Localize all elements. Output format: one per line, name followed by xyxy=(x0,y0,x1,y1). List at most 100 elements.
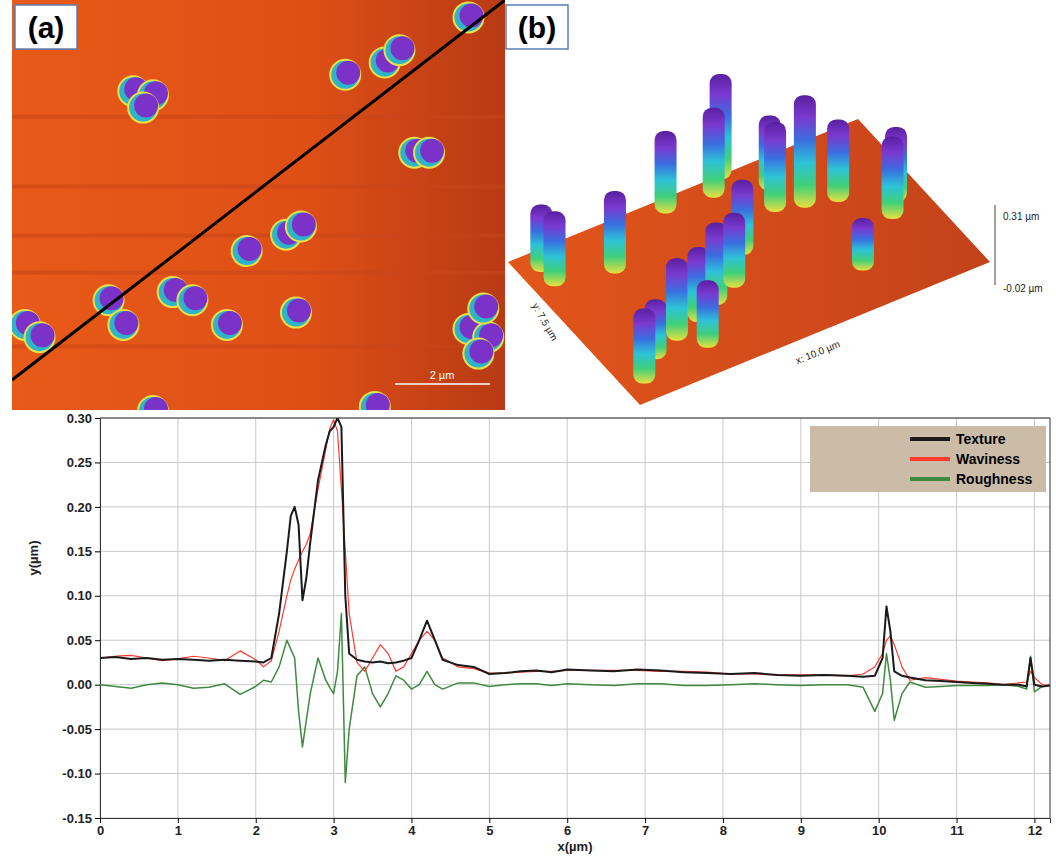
surface xyxy=(508,119,990,405)
y-tick-mark xyxy=(95,462,100,463)
y-tick-mark xyxy=(95,640,100,641)
x-tick: 5 xyxy=(486,818,493,838)
particle-rim xyxy=(360,392,390,410)
y-tick: 0.00 xyxy=(67,677,100,692)
pillar xyxy=(697,280,719,348)
pillar xyxy=(544,211,566,286)
x-axis: 0123456789101112 xyxy=(97,818,1051,838)
x-tick: 2 xyxy=(253,818,260,838)
particle-rim xyxy=(384,35,414,65)
x-tick: 8 xyxy=(720,818,727,838)
legend-swatch xyxy=(910,437,950,441)
z-min: -0.02 µm xyxy=(1003,283,1043,294)
series-line xyxy=(100,614,1050,783)
legend: TextureWavinessRoughness xyxy=(810,426,1046,492)
x-extent: x: 10.0 µm xyxy=(794,338,842,366)
scan-streak xyxy=(12,115,505,119)
x-tick: 7 xyxy=(642,818,649,838)
grid-line-y xyxy=(100,418,1050,419)
particle-rim xyxy=(468,294,498,324)
particle xyxy=(292,213,316,237)
y-tick-mark xyxy=(95,729,100,730)
x-tick: 0 xyxy=(97,818,104,838)
y-extent: y: 7.5 µm xyxy=(530,301,560,342)
y-tick-mark xyxy=(95,774,100,775)
grid-line-y xyxy=(100,729,1050,730)
panel-a: 2 µm xyxy=(10,0,505,426)
y-tick: 0.05 xyxy=(67,633,100,648)
pillar xyxy=(633,309,655,384)
particle xyxy=(390,36,414,60)
scan-streak xyxy=(12,344,505,348)
particle-rim xyxy=(128,93,158,123)
x-tick-label: 5 xyxy=(486,823,493,838)
x-tick-label: 3 xyxy=(330,823,337,838)
particle-rim xyxy=(108,310,138,340)
particle xyxy=(420,139,444,163)
particle-rim xyxy=(212,310,242,340)
panel-label: (b) xyxy=(518,11,556,44)
particle xyxy=(469,340,493,364)
particle-rim xyxy=(25,322,55,352)
panel-label-box xyxy=(15,5,77,49)
series-line xyxy=(100,418,1050,686)
panel-label: (a) xyxy=(28,11,65,44)
particle xyxy=(336,61,360,85)
grid-line-y xyxy=(100,506,1050,507)
x-tick-label: 4 xyxy=(408,823,416,838)
particle xyxy=(287,299,311,323)
pillar xyxy=(723,213,745,288)
series-lines xyxy=(100,418,1050,782)
y-tick-label: 0.20 xyxy=(67,500,92,515)
legend-swatch xyxy=(910,457,950,461)
particle-rim xyxy=(138,396,168,410)
y-tick: -0.15 xyxy=(62,811,100,826)
particle xyxy=(134,94,158,118)
y-tick-mark xyxy=(95,418,100,419)
y-tick: 0.15 xyxy=(67,544,100,559)
particle-rim xyxy=(286,212,316,242)
y-tick: -0.10 xyxy=(62,766,100,781)
y-tick-label: 0.30 xyxy=(67,411,92,426)
x-tick-label: 7 xyxy=(642,823,649,838)
y-tick: 0.25 xyxy=(67,455,100,470)
x-tick: 12 xyxy=(1028,818,1042,838)
grid-line-y xyxy=(100,595,1050,596)
x-tick-label: 8 xyxy=(720,823,727,838)
pillar xyxy=(666,258,688,341)
pillar xyxy=(827,119,849,202)
figure: 2 µm 0.31 µm -0.02 µm y: 7.5 µm x: 10.0 µm (a… xyxy=(0,0,1056,859)
pillar xyxy=(882,137,904,220)
particle-rim xyxy=(414,138,444,168)
grid-line-x xyxy=(567,418,568,818)
grid-line-x xyxy=(177,418,178,818)
x-axis-line xyxy=(101,819,1051,824)
scale-bar-label: 2 µm xyxy=(430,369,455,381)
pillar xyxy=(604,191,626,274)
x-tick: 4 xyxy=(408,818,416,838)
grid-line-y xyxy=(100,551,1050,552)
x-tick-label: 9 xyxy=(798,823,805,838)
legend-box xyxy=(810,426,1046,492)
y-tick-label: -0.05 xyxy=(62,722,92,737)
y-tick: -0.05 xyxy=(62,722,100,737)
particle xyxy=(459,3,483,27)
z-max: 0.31 µm xyxy=(1003,211,1039,222)
y-tick-mark xyxy=(95,507,100,508)
grid-line-x xyxy=(333,418,334,818)
pillar xyxy=(655,131,677,214)
y-tick-label: 0.05 xyxy=(67,633,92,648)
grid-line-x xyxy=(722,418,723,818)
x-tick: 3 xyxy=(330,818,337,838)
y-tick-mark xyxy=(95,551,100,552)
y-axis: 0.30 0.25 0.20 0.15 0.10 0.05 0.00 -0.05 -0.10 -0… xyxy=(62,411,100,826)
scale-bar xyxy=(395,383,490,385)
legend-label: Texture xyxy=(956,431,1006,447)
z-axis xyxy=(995,205,996,285)
y-tick-label: 0.25 xyxy=(67,455,92,470)
particle-rim xyxy=(281,298,311,328)
x-tick: 11 xyxy=(950,818,964,838)
y-tick: 0.10 xyxy=(67,588,100,603)
y-tick: 0.20 xyxy=(67,500,100,515)
x-tick: 1 xyxy=(175,818,182,838)
